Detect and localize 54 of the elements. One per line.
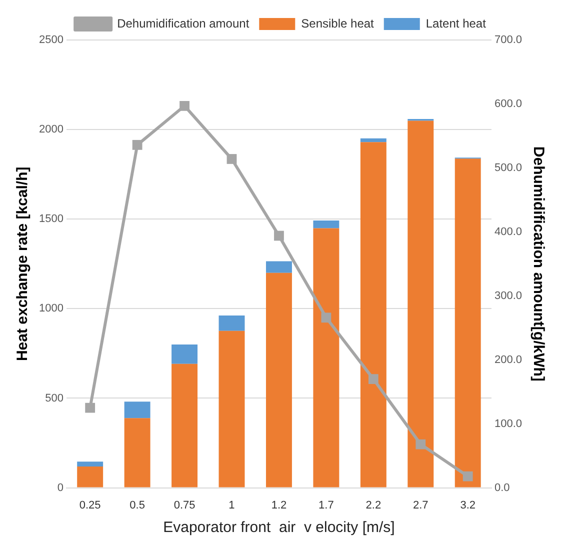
point bbox=[321, 312, 332, 323]
legend-label: Sensible heat bbox=[301, 16, 375, 30]
bar bbox=[218, 315, 245, 331]
y2-axis-title: Dehumidification amount[g/kWh] bbox=[530, 146, 547, 382]
y-tick-label: 1500 bbox=[38, 213, 64, 226]
y-tick-label: 2000 bbox=[38, 124, 64, 136]
bar bbox=[313, 220, 340, 228]
point bbox=[462, 471, 473, 482]
x-axis-title: Evaporator front air v elocity [m/s] bbox=[163, 519, 395, 536]
point bbox=[416, 439, 426, 450]
y2-tick-label: 300.0 bbox=[494, 290, 522, 302]
bar bbox=[77, 466, 104, 488]
y2-tick-label: 400.0 bbox=[494, 226, 522, 238]
bar bbox=[360, 142, 386, 488]
bar bbox=[266, 272, 292, 488]
point bbox=[180, 100, 190, 111]
y-tick-label: 0 bbox=[57, 482, 64, 494]
legend-label: Latent heat bbox=[426, 16, 487, 30]
point bbox=[368, 374, 378, 384]
x-tick-label: 2.2 bbox=[366, 499, 382, 512]
legend-label: Dehumidification amount bbox=[117, 16, 250, 30]
x-tick-label: 1.7 bbox=[318, 499, 334, 512]
y-tick-label: 1000 bbox=[38, 302, 64, 315]
y-tick-label: 500 bbox=[45, 392, 64, 404]
bar bbox=[313, 228, 340, 488]
point bbox=[226, 154, 237, 164]
point bbox=[274, 230, 284, 241]
point bbox=[85, 402, 96, 413]
bar bbox=[408, 120, 434, 488]
y2-tick-label: 700.0 bbox=[494, 34, 522, 46]
point bbox=[132, 140, 142, 150]
x-tick-label: 1 bbox=[228, 499, 235, 512]
x-tick-label: 0.75 bbox=[174, 499, 196, 512]
bar bbox=[218, 330, 245, 488]
x-tick-label: 3.2 bbox=[460, 499, 476, 512]
y2-tick-label: 200.0 bbox=[494, 354, 522, 366]
bar bbox=[77, 462, 104, 466]
x-tick-label: 0.5 bbox=[130, 499, 145, 512]
x-tick-label: 0.25 bbox=[79, 499, 101, 512]
y2-tick-label: 100.0 bbox=[494, 418, 522, 430]
bar bbox=[266, 261, 292, 273]
y2-tick-label: 0.0 bbox=[494, 482, 510, 494]
bar bbox=[124, 402, 150, 418]
x-tick-label: 1.2 bbox=[271, 499, 287, 512]
y2-tick-label: 500.0 bbox=[494, 162, 522, 174]
bar bbox=[124, 418, 150, 488]
y-axis-title: Heat exchange rate [kcal/h] bbox=[14, 166, 32, 362]
bar bbox=[360, 138, 386, 142]
bar bbox=[172, 364, 198, 488]
x-tick-label: 2.7 bbox=[412, 499, 428, 512]
y-tick-label: 2500 bbox=[38, 34, 64, 46]
bar bbox=[454, 158, 481, 488]
y2-tick-label: 600.0 bbox=[494, 98, 522, 110]
bar bbox=[172, 344, 198, 364]
